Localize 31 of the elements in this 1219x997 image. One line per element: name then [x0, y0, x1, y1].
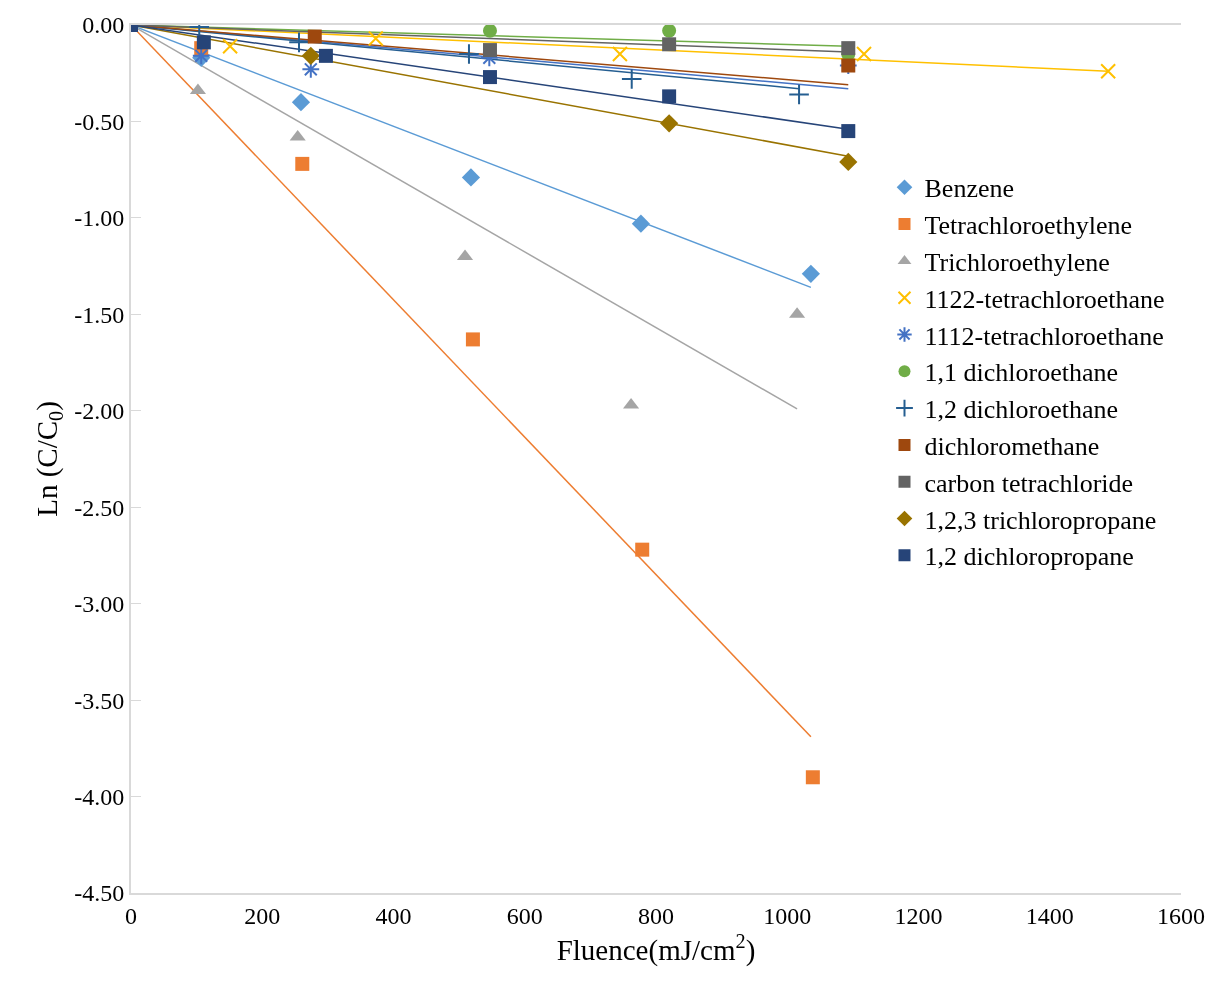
legend-label: 1122-tetrachloroethane: [924, 284, 1165, 314]
legend-label: dichloromethane: [924, 432, 1100, 462]
x-tick-label: 1000: [763, 902, 812, 929]
legend-label: 1,2,3 trichloropropane: [924, 505, 1157, 535]
y-tick-label: -2.00: [74, 398, 125, 425]
y-tick-label: -1.00: [74, 205, 125, 232]
x-tick-label: 0: [125, 902, 137, 929]
legend-label: 1,2 dichloroethane: [924, 395, 1118, 425]
y-tick-label: -0.50: [74, 108, 125, 135]
legend-label: Trichloroethylene: [924, 248, 1110, 278]
y-tick-label: -4.50: [74, 880, 125, 907]
x-tick-label: 1200: [894, 902, 943, 929]
x-tick-label: 200: [244, 902, 281, 929]
y-tick-label: -4.00: [74, 783, 125, 810]
x-axis-title: Fluence(mJ/cm$^{2}$): [556, 929, 756, 968]
legend-label: 1112-tetrachloroethane: [924, 321, 1164, 351]
legend-label: 1,1 dichloroethane: [924, 358, 1118, 388]
legend-label: carbon tetrachloride: [924, 468, 1134, 498]
x-tick-label: 600: [506, 902, 543, 929]
y-tick-label: -1.50: [74, 301, 125, 328]
y-tick-label: -3.50: [74, 687, 125, 714]
x-tick-label: 400: [375, 902, 412, 929]
legend-label: 1,2 dichloropropane: [924, 542, 1134, 572]
y-tick-label: -3.00: [74, 591, 125, 618]
legend-label: Benzene: [924, 174, 1015, 204]
legend-label: Tetrachloroethylene: [924, 211, 1133, 241]
y-tick-label: -2.50: [74, 494, 125, 521]
y-tick-label: 0.00: [82, 12, 125, 39]
x-tick-label: 1600: [1157, 902, 1205, 929]
x-tick-label: 1400: [1025, 902, 1074, 929]
x-tick-label: 800: [638, 902, 674, 929]
